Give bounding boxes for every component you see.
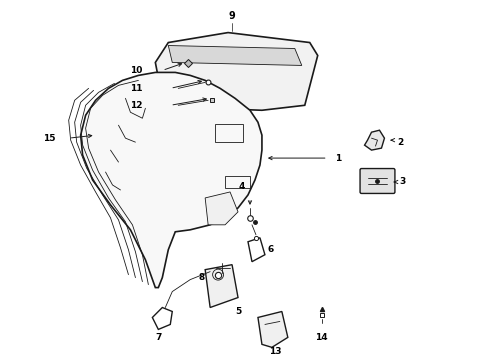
Text: 8: 8	[199, 273, 205, 282]
Polygon shape	[81, 72, 262, 288]
Text: 7: 7	[155, 333, 162, 342]
Polygon shape	[365, 130, 385, 150]
Bar	[225, 176, 250, 188]
Text: 15: 15	[43, 134, 56, 143]
Text: 1: 1	[335, 154, 341, 163]
Text: 5: 5	[235, 307, 241, 316]
Polygon shape	[205, 265, 238, 307]
Text: 4: 4	[239, 183, 245, 192]
Text: 10: 10	[130, 66, 143, 75]
FancyBboxPatch shape	[360, 168, 395, 193]
Text: 6: 6	[268, 245, 274, 254]
Text: 11: 11	[130, 84, 143, 93]
Text: 3: 3	[399, 177, 406, 186]
Text: 9: 9	[229, 10, 235, 21]
Polygon shape	[168, 45, 302, 66]
Polygon shape	[205, 192, 238, 225]
Text: 14: 14	[316, 333, 328, 342]
Polygon shape	[258, 311, 288, 347]
Bar	[215, 124, 243, 142]
Text: 12: 12	[130, 101, 143, 110]
Text: 2: 2	[397, 138, 404, 147]
Polygon shape	[155, 32, 318, 110]
Text: 13: 13	[269, 347, 281, 356]
